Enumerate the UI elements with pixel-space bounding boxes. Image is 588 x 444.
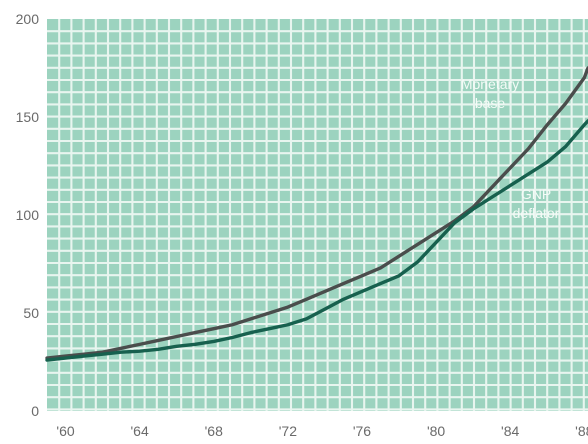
x-tick-label: '88 [575, 423, 588, 439]
gnp-deflator-line [45, 119, 588, 362]
x-tick-label: '68 [205, 423, 223, 439]
series-lines [45, 66, 588, 362]
monetary-base-line [45, 66, 588, 360]
y-tick-label: 150 [16, 109, 40, 125]
monetary-base-label-line-1: Monetary [461, 76, 519, 92]
x-tick-label: '76 [353, 423, 371, 439]
x-tick-label: '84 [501, 423, 519, 439]
y-tick-label: 100 [16, 207, 40, 223]
y-axis: 0 50 100 150 200 [16, 11, 40, 419]
x-tick-label: '64 [131, 423, 149, 439]
x-axis: '60 '64 '68 '72 '76 '80 '84 '88 [56, 423, 588, 439]
y-tick-label: 0 [31, 403, 39, 419]
gnp-deflator-label-line-1: GNP [521, 186, 551, 202]
y-tick-label: 50 [23, 305, 39, 321]
gnp-deflator-label-line-2: deflator [513, 205, 560, 221]
y-tick-label: 200 [16, 11, 40, 27]
monetary-base-label-line-2: base [475, 95, 506, 111]
x-tick-label: '60 [56, 423, 74, 439]
x-tick-label: '80 [427, 423, 445, 439]
x-tick-label: '72 [279, 423, 297, 439]
